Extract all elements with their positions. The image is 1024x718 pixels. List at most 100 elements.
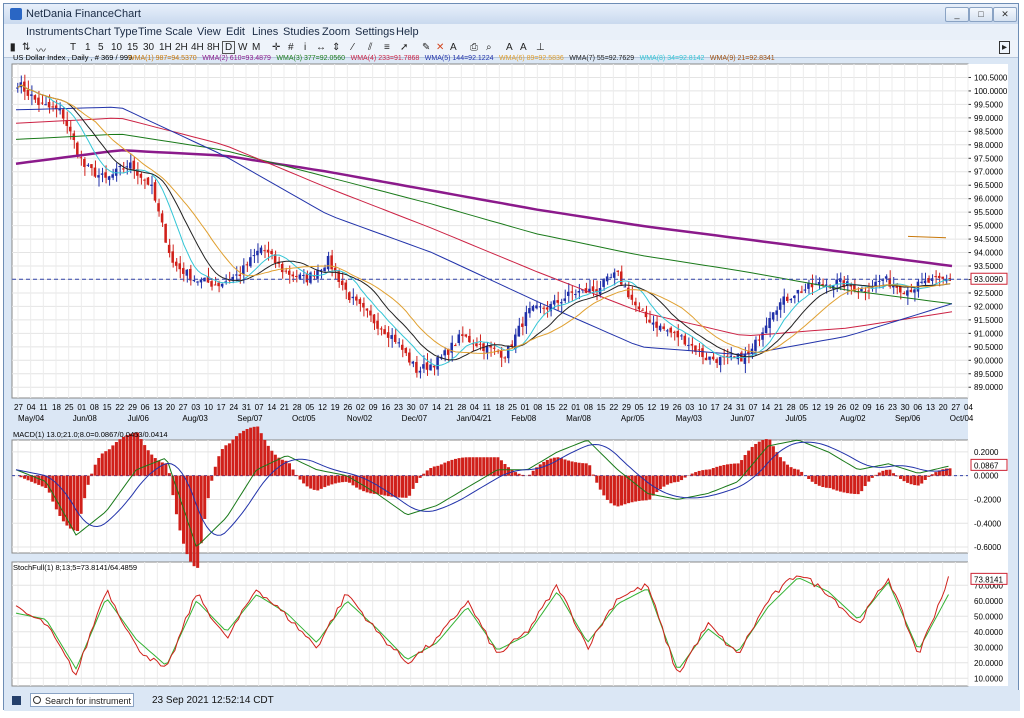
macd-hist-bar [552, 457, 556, 476]
macd-hist-bar [648, 475, 652, 500]
macd-hist-bar [563, 459, 567, 476]
tf-10m[interactable]: 10 [111, 42, 123, 53]
candle-body [740, 352, 743, 362]
search-input[interactable]: Search for instrument [30, 693, 134, 707]
macd-hist-bar [160, 462, 164, 476]
macd-hist-bar [828, 475, 832, 489]
macd-hist-bar [37, 475, 41, 485]
tf-monthly[interactable]: M [252, 42, 261, 53]
macd-hist-bar [884, 469, 888, 476]
date-tick-label: 12 [318, 403, 327, 412]
candle-body [637, 306, 641, 310]
menu-lines[interactable]: Lines [252, 26, 279, 38]
minimize-button[interactable]: _ [945, 7, 969, 22]
menu-settings[interactable]: Settings [355, 26, 395, 38]
align-icon[interactable]: ⊥ [536, 42, 545, 53]
macd-hist-bar [330, 475, 334, 485]
tf-15m[interactable]: 15 [127, 42, 139, 53]
date-tick-label: 25 [65, 403, 74, 412]
price-tick-label: 96.5000 [974, 181, 1003, 190]
tf-2h[interactable]: 2H [175, 42, 188, 53]
menu-zoom[interactable]: Zoom [322, 26, 351, 38]
candle-body [468, 335, 471, 343]
channel-icon[interactable]: ⫽ [368, 42, 373, 53]
month-label: Nov/02 [347, 414, 373, 423]
menu-help[interactable]: Help [396, 26, 419, 38]
date-tick-label: 23 [394, 403, 403, 412]
date-tick-label: 26 [837, 403, 846, 412]
macd-hist-bar [86, 475, 90, 485]
macd-hist-bar [372, 475, 376, 494]
scale-icon[interactable]: ⇕ [332, 42, 341, 53]
menu-instruments[interactable]: Instruments [26, 26, 84, 38]
menu-chart-type[interactable]: Chart Type [84, 26, 138, 38]
menu-edit[interactable]: Edit [226, 26, 245, 38]
candle-body [648, 319, 651, 323]
macd-hist-bar [761, 440, 765, 476]
info-icon[interactable]: i [304, 42, 307, 53]
date-tick-label: 08 [584, 403, 593, 412]
maximize-button[interactable]: □ [969, 7, 993, 22]
menu-studies[interactable]: Studies [283, 26, 320, 38]
tf-weekly[interactable]: W [238, 42, 248, 53]
line-chart-icon[interactable]: 〰 [36, 46, 46, 57]
tf-30m[interactable]: 30 [143, 42, 155, 53]
macd-hist-bar [206, 475, 210, 499]
candle-body [489, 345, 492, 348]
text-icon[interactable]: A [450, 42, 457, 53]
tf-1m[interactable]: 1 [85, 42, 91, 53]
tf-daily[interactable]: D [222, 41, 236, 54]
macd-hist-bar [178, 475, 182, 531]
menu-view[interactable]: View [197, 26, 221, 38]
tf-tick[interactable]: T [70, 42, 77, 53]
candle-body [570, 291, 574, 293]
macd-hist-bar [312, 475, 316, 490]
trendline-icon[interactable]: ⁄ [352, 42, 354, 53]
date-tick-label: 28 [293, 403, 302, 412]
crosshair-icon[interactable]: ✛ [272, 42, 281, 53]
macd-hist-bar [393, 475, 397, 498]
grid-icon[interactable]: # [288, 42, 294, 53]
bar-chart-icon[interactable]: ▮ [10, 42, 16, 53]
candle-body [365, 308, 369, 311]
date-tick-label: 05 [305, 403, 314, 412]
print-icon[interactable]: ⎙ [470, 42, 478, 53]
fib-icon[interactable]: ≡ [384, 42, 390, 53]
candle-body [754, 339, 757, 351]
zoom-arrows-icon[interactable]: ↔ [316, 42, 326, 53]
candle-chart-icon[interactable]: ⇅ [22, 42, 31, 53]
font-down-icon[interactable]: A [520, 42, 527, 53]
expand-panel-icon[interactable]: ▸ [999, 41, 1011, 54]
pencil-icon[interactable]: ✎ [422, 42, 431, 53]
menu-time-scale[interactable]: Time Scale [138, 26, 193, 38]
date-tick-label: 07 [419, 403, 428, 412]
macd-hist-bar [927, 475, 931, 477]
candle-body [619, 271, 623, 285]
candle-body [835, 279, 838, 285]
tf-5m[interactable]: 5 [98, 42, 104, 53]
macd-hist-bar [556, 457, 560, 476]
macd-hist-bar [263, 439, 267, 476]
arrow-icon[interactable]: ➚ [400, 42, 409, 53]
candle-body [174, 261, 178, 266]
candle-body [662, 326, 665, 329]
tf-8h[interactable]: 8H [207, 42, 220, 53]
macd-last-label: 0.0867 [974, 461, 999, 470]
macd-hist-bar [19, 475, 23, 478]
macd-hist-bar [591, 474, 595, 476]
tf-4h[interactable]: 4H [191, 42, 204, 53]
candle-body [616, 270, 619, 272]
macd-hist-bar [948, 468, 952, 476]
macd-hist-bar [810, 475, 814, 482]
tf-1h[interactable]: 1H [159, 42, 172, 53]
delete-icon[interactable]: ✕ [436, 42, 445, 53]
candle-body [475, 343, 478, 347]
candle-body [542, 307, 545, 309]
font-up-icon[interactable]: A [506, 42, 513, 53]
date-tick-label: 15 [546, 403, 555, 412]
stoch-last-box [970, 572, 1008, 585]
preview-icon[interactable]: ⌕ [486, 42, 492, 53]
close-button[interactable]: ✕ [993, 7, 1017, 22]
macd-hist-bar [708, 469, 712, 476]
